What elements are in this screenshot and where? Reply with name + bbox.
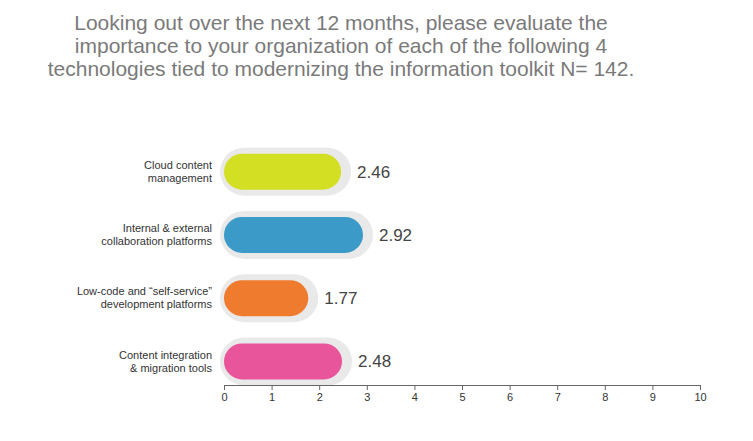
tick: 1 [269,385,275,403]
category-label-line: Low-code and “self-service” [77,285,212,297]
tick: 8 [602,385,608,403]
bar-halo [220,211,373,259]
tick-label: 10 [694,391,706,403]
tick-label: 4 [412,391,418,403]
tick: 9 [650,385,656,403]
tick-mark [319,385,320,390]
tick-mark [367,385,368,390]
tick: 7 [555,385,561,403]
tick-mark [510,385,511,390]
bars [220,148,373,385]
category-label: Low-code and “self-service”development p… [77,285,213,310]
tick: 4 [412,385,418,403]
bar [224,343,342,379]
data-label: 2.92 [379,226,412,245]
tick-label: 5 [459,391,465,403]
tick: 3 [364,385,370,403]
category-label-line: management [148,172,212,184]
tick: 6 [507,385,513,403]
tick: 10 [694,385,706,403]
tick-mark [224,385,225,390]
tick-mark [272,385,273,390]
tick-label: 7 [555,391,561,403]
data-label: 1.77 [324,289,357,308]
category-label-line: development platforms [101,298,213,310]
bar-halo [220,274,318,322]
bar [224,217,363,253]
category-label-line: & migration tools [130,362,212,374]
category-label: Content integration& migration tools [119,349,212,374]
bar-halo [220,148,351,196]
category-label-line: Content integration [119,349,212,361]
data-label: 2.46 [357,163,390,182]
bar-halo [220,337,352,385]
tick-label: 3 [364,391,370,403]
tick-label: 6 [507,391,513,403]
tick-label: 1 [269,391,275,403]
tick: 5 [459,385,465,403]
tick-mark [652,385,653,390]
tick-mark [557,385,558,390]
category-label-line: Cloud content [144,159,212,171]
tick-mark [605,385,606,390]
tick: 2 [317,385,323,403]
tick-mark [414,385,415,390]
tick-label: 2 [317,391,323,403]
tick-label: 0 [221,391,227,403]
data-label: 2.48 [358,352,391,371]
tick: 0 [221,385,227,403]
tick-mark [462,385,463,390]
tick-label: 8 [602,391,608,403]
title: Looking out over the next 12 months, ple… [48,11,635,80]
bar [224,280,308,316]
chart: Looking out over the next 12 months, ple… [0,0,753,441]
title-line: technologies tied to modernizing the inf… [48,57,635,80]
axis-line [225,386,701,391]
category-label-line: collaboration platforms [101,235,212,247]
title-line: Looking out over the next 12 months, ple… [74,11,608,34]
title-line: importance to your organization of each … [75,34,608,57]
bar [224,154,341,190]
tick-label: 9 [650,391,656,403]
category-label: Internal & externalcollaboration platfor… [101,222,212,247]
tick-mark [700,385,701,390]
category-label: Cloud contentmanagement [144,159,212,184]
x-axis: 0 1 2 3 4 5 6 7 8 9 10 [221,385,706,403]
category-label-line: Internal & external [123,222,212,234]
